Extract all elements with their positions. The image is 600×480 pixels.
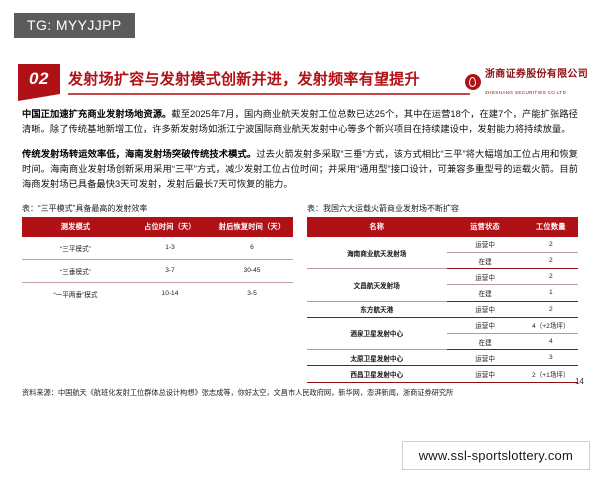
cell-site-name: 太原卫星发射中心 bbox=[307, 349, 447, 367]
cell-occupy-time: 3-7 bbox=[128, 259, 211, 283]
paragraph-1-lead: 中国正加速扩充商业发射场地资源。 bbox=[22, 109, 172, 120]
cell-status: 运营中 bbox=[446, 317, 524, 334]
cell-site-name: 酒泉卫星发射中心 bbox=[307, 317, 447, 351]
cell-status: 在建 bbox=[446, 284, 524, 302]
launch-mode-efficiency-table: 测发模式 占位时间（天） 射后恢复时间（天） “三平模式” 1-3 6 “三垂模式” 3… bbox=[22, 216, 293, 305]
logo-company-cn: 浙商证券股份有限公司 bbox=[485, 69, 588, 80]
column-header-recovery-time: 射后恢复时间（天） bbox=[210, 216, 293, 237]
right-table-caption: 表：我国六大运载火箭商业发射场不断扩容 bbox=[307, 203, 459, 213]
body-paragraphs: 中国正加速扩充商业发射场地资源。截至2025年7月，国内商业航天发射工位总数已达… bbox=[0, 107, 600, 192]
table-row: “三垂模式” 3-7 30-45 bbox=[22, 259, 293, 283]
table-row: “一平两垂”模式 10-14 3-5 bbox=[22, 282, 293, 305]
column-header-site-name: 名称 bbox=[307, 216, 447, 237]
table-row: 西昌卫星发射中心 运营中 2（+1场坪） bbox=[307, 365, 578, 383]
source-note: 资料来源：中国航天《航班化发射工位群体总设计构想》张志成等，你好太空，文昌市人民… bbox=[22, 388, 454, 397]
cell-pad-count: 3 bbox=[523, 349, 578, 367]
table-row: “三平模式” 1-3 6 bbox=[22, 236, 293, 260]
cell-recovery-time: 3-5 bbox=[247, 290, 257, 298]
tables-row: 表：“三平模式”具备最高的发射效率 测发模式 占位时间（天） 射后恢复时间（天）… bbox=[0, 199, 600, 383]
company-logo: 浙商证券股份有限公司 ZHESHANG SECURITIES CO.LTD bbox=[465, 65, 588, 99]
cell-pad-count: 2 bbox=[523, 236, 578, 254]
paragraph-2: 传统发射场转运效率低，海南发射场突破传统技术模式。过去火箭发射多采取“三垂”方式… bbox=[22, 147, 578, 192]
header-divider bbox=[68, 93, 470, 95]
cell-status: 在建 bbox=[446, 252, 524, 270]
logo-company-en: ZHESHANG SECURITIES CO.LTD bbox=[485, 89, 567, 95]
table-row: 酒泉卫星发射中心 运营中 4（+2场坪） bbox=[307, 317, 578, 351]
table-row: 在建 4 bbox=[307, 333, 578, 351]
cell-mode: “一平两垂”模式 bbox=[53, 291, 98, 299]
table-row: 海南商业航天发射场 运营中 2 bbox=[307, 236, 578, 270]
cell-site-name: 东方航天港 bbox=[307, 301, 447, 318]
paragraph-1: 中国正加速扩充商业发射场地资源。截至2025年7月，国内商业航天发射工位总数已达… bbox=[22, 107, 578, 137]
cell-pad-count: 2 bbox=[523, 252, 578, 270]
table-row: 东方航天港 运营中 2 bbox=[307, 301, 578, 318]
top-watermark-tag: TG: MYYJJPP bbox=[14, 13, 135, 38]
cell-pad-count: 2 bbox=[523, 301, 578, 318]
paragraph-2-lead: 传统发射场转运效率低，海南发射场突破传统技术模式。 bbox=[22, 148, 257, 159]
column-header-mode: 测发模式 bbox=[22, 216, 129, 237]
page-number: 14 bbox=[575, 377, 584, 386]
cell-status: 在建 bbox=[446, 333, 524, 351]
cell-recovery-time: 30-45 bbox=[210, 259, 293, 283]
cell-occupy-time: 1-3 bbox=[128, 236, 211, 260]
table-header-row: 测发模式 占位时间（天） 射后恢复时间（天） bbox=[22, 216, 293, 237]
launch-sites-table: 名称 运营状态 工位数量 海南商业航天发射场 运营中 2 在建 2 文昌航天发射场 运营中 2… bbox=[307, 216, 578, 383]
cell-pad-count: 1 bbox=[523, 284, 578, 302]
cell-occupy-time: 10-14 bbox=[161, 290, 179, 298]
cell-site-name: 文昌航天发射场 bbox=[307, 268, 447, 302]
cell-status: 运营中 bbox=[446, 236, 524, 254]
cell-status: 运营中 bbox=[446, 268, 524, 286]
column-header-pad-count: 工位数量 bbox=[523, 216, 578, 237]
cell-mode: “三平模式” bbox=[22, 236, 129, 260]
paragraph-2-body: 过去火箭发射多采取“三垂”方式，该方式相比“三平”将大幅增加工位占用和恢复时间。… bbox=[22, 148, 578, 189]
left-table-caption: 表：“三平模式”具备最高的发射效率 bbox=[22, 203, 148, 213]
cell-recovery-time: 6 bbox=[210, 236, 293, 260]
column-header-occupy-time: 占位时间（天） bbox=[128, 216, 211, 237]
right-table-body: 海南商业航天发射场 运营中 2 在建 2 文昌航天发射场 运营中 2 在建 1 东方航天港 运营中 2 酒… bbox=[307, 236, 578, 383]
page-title: 发射场扩容与发射模式创新并进，发射频率有望提升 bbox=[68, 71, 420, 88]
left-table-body: “三平模式” 1-3 6 “三垂模式” 3-7 30-45 “一平两垂”模式 10-14 3-5 bbox=[22, 236, 293, 305]
column-header-status: 运营状态 bbox=[446, 216, 524, 237]
logo-mark-icon bbox=[465, 73, 481, 90]
table-row: 太原卫星发射中心 运营中 3 bbox=[307, 349, 578, 367]
slide-canvas: 02 发射场扩容与发射模式创新并进，发射频率有望提升 浙商证券股份有限公司 ZH… bbox=[0, 56, 600, 406]
left-table-block: 表：“三平模式”具备最高的发射效率 测发模式 占位时间（天） 射后恢复时间（天）… bbox=[22, 203, 293, 383]
logo-text: 浙商证券股份有限公司 ZHESHANG SECURITIES CO.LTD bbox=[485, 65, 588, 99]
cell-pad-count: 2 bbox=[523, 268, 578, 286]
cell-pad-count: 4 bbox=[523, 333, 578, 351]
table-row: 在建 1 bbox=[307, 284, 578, 302]
bottom-watermark-url: www.ssl-sportslottery.com bbox=[401, 441, 590, 470]
cell-pad-count: 2（+1场坪） bbox=[523, 365, 578, 383]
table-row: 在建 2 bbox=[307, 252, 578, 270]
section-number-badge: 02 bbox=[18, 64, 60, 101]
cell-site-name: 西昌卫星发射中心 bbox=[307, 365, 447, 383]
table-header-row: 名称 运营状态 工位数量 bbox=[307, 216, 578, 237]
paragraph-1-body: 截至2025年7月，国内商业航天发射工位总数已达25个，其中在运营18个，在建7… bbox=[22, 109, 578, 135]
table-row: 文昌航天发射场 运营中 2 bbox=[307, 268, 578, 302]
cell-site-name: 海南商业航天发射场 bbox=[307, 236, 447, 270]
cell-status: 运营中 bbox=[446, 301, 524, 318]
cell-status: 运营中 bbox=[446, 365, 524, 383]
cell-mode: “三垂模式” bbox=[22, 259, 129, 283]
right-table-block: 表：我国六大运载火箭商业发射场不断扩容 名称 运营状态 工位数量 海南商业航天发… bbox=[307, 203, 578, 383]
slide-header: 02 发射场扩容与发射模式创新并进，发射频率有望提升 浙商证券股份有限公司 ZH… bbox=[0, 56, 600, 101]
cell-pad-count: 4（+2场坪） bbox=[523, 317, 578, 334]
cell-status: 运营中 bbox=[446, 349, 524, 367]
